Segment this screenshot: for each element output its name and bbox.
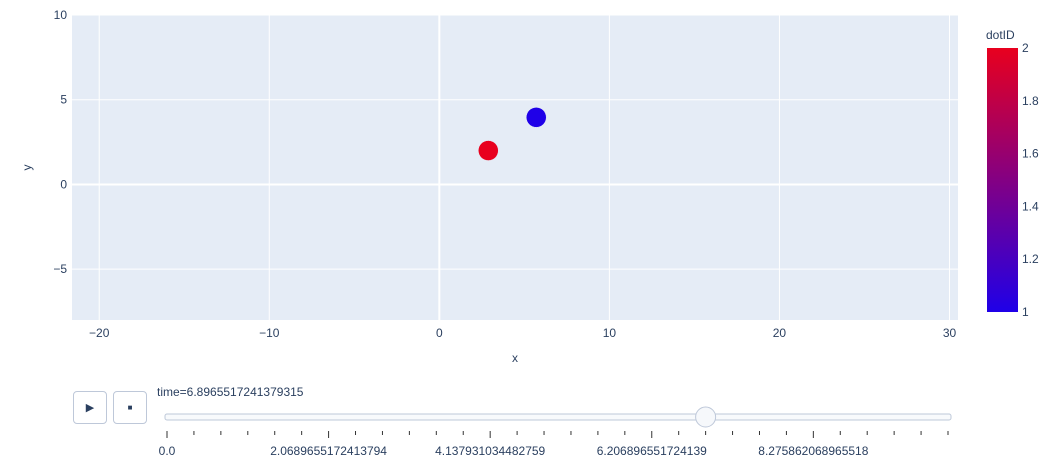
slider-tick-label: 8.275862068965518 (758, 444, 868, 458)
x-tick-label: −20 (89, 326, 110, 340)
y-tick-label: 5 (60, 93, 67, 107)
x-tick-label: 10 (603, 326, 617, 340)
plot-area (72, 15, 958, 320)
x-tick-label: 0 (436, 326, 443, 340)
stop-button[interactable]: ■ (113, 391, 147, 424)
colorbar-tick-label: 1.8 (1022, 94, 1039, 108)
colorbar-tick-label: 1.6 (1022, 147, 1039, 161)
slider-rail[interactable] (164, 413, 952, 421)
x-tick-label: 30 (943, 326, 957, 340)
x-tick-label: 20 (773, 326, 787, 340)
data-point[interactable] (478, 140, 499, 161)
y-tick-label: 0 (60, 177, 67, 191)
y-tick-label: −5 (53, 262, 67, 276)
play-button[interactable]: ▶ (73, 391, 107, 424)
colorbar (987, 48, 1018, 312)
colorbar-tick-label: 1.2 (1022, 252, 1039, 266)
slider-tick-label: 6.206896551724139 (597, 444, 707, 458)
y-axis-title: y (20, 165, 34, 171)
slider-handle[interactable] (695, 406, 717, 428)
slider-tick-label: 4.137931034482759 (435, 444, 545, 458)
y-tick-label: 10 (54, 8, 68, 22)
colorbar-tick-label: 1.4 (1022, 199, 1039, 213)
slider-tick-label: 2.0689655172413794 (270, 444, 387, 458)
colorbar-tick-label: 1 (1022, 305, 1029, 319)
x-tick-label: −10 (259, 326, 280, 340)
stop-icon: ■ (127, 403, 133, 412)
colorbar-title: dotID (986, 28, 1015, 42)
x-axis-title: x (512, 351, 518, 365)
slider-tick-label: 0.0 (159, 444, 176, 458)
data-point[interactable] (526, 107, 547, 128)
colorbar-tick-label: 2 (1022, 41, 1029, 55)
slider-current-value: time=6.8965517241379315 (157, 385, 304, 399)
play-icon: ▶ (85, 402, 95, 414)
